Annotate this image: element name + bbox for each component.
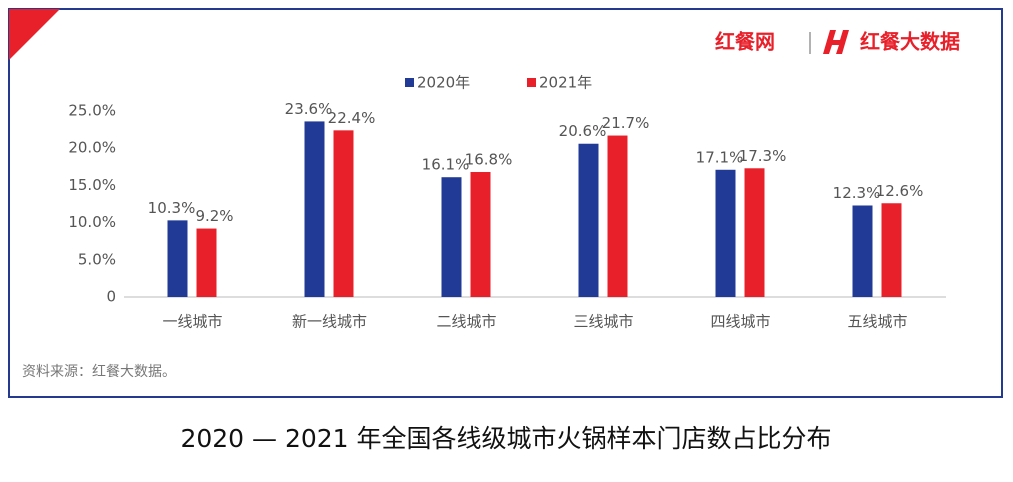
value-label: 16.8% <box>465 151 513 169</box>
y-tick-label: 10.0% <box>68 213 116 231</box>
y-tick-label: 15.0% <box>68 176 116 194</box>
bar <box>333 130 354 297</box>
value-label: 23.6% <box>285 100 333 118</box>
value-label: 12.6% <box>876 182 924 200</box>
bar <box>715 169 736 297</box>
value-label: 21.7% <box>602 114 650 132</box>
value-label: 16.1% <box>422 156 470 174</box>
x-tick-label: 新一线城市 <box>292 313 367 331</box>
x-tick-label: 一线城市 <box>162 313 222 331</box>
y-tick-label: 5.0% <box>78 250 116 268</box>
product-logo: 红餐大数据 <box>860 30 960 54</box>
legend-swatch <box>527 78 536 87</box>
bar <box>578 143 599 297</box>
value-label: 17.1% <box>696 148 744 166</box>
x-tick-label: 二线城市 <box>436 313 496 331</box>
bar <box>881 203 902 297</box>
bar <box>196 228 217 297</box>
x-tick-label: 三线城市 <box>573 313 633 331</box>
bar <box>744 168 765 297</box>
source-note: 资料来源：红餐大数据。 <box>22 364 176 380</box>
value-label: 12.3% <box>833 184 881 202</box>
brand-logo: 红餐网 <box>715 30 775 54</box>
bar <box>441 177 462 297</box>
y-tick-label: 25.0% <box>68 102 116 120</box>
value-label: 10.3% <box>148 199 196 217</box>
bar <box>304 121 325 297</box>
legend-label: 2020年 <box>417 74 470 92</box>
bar <box>852 205 873 297</box>
bar <box>167 220 188 297</box>
bar <box>470 172 491 297</box>
x-tick-label: 五线城市 <box>847 313 907 331</box>
legend-swatch <box>405 78 414 87</box>
product-icon <box>823 30 849 54</box>
frame <box>8 8 1003 398</box>
value-label: 17.3% <box>739 147 787 165</box>
search-icon <box>9 9 60 60</box>
value-label: 9.2% <box>195 207 233 225</box>
value-label: 22.4% <box>328 109 376 127</box>
y-tick-label: 20.0% <box>68 139 116 157</box>
bar <box>607 135 628 297</box>
legend-label: 2021年 <box>539 74 592 92</box>
y-tick-label: 0 <box>106 288 116 306</box>
chart-title: 2020 — 2021 年全国各线级城市火锅样本门店数占比分布 <box>180 424 831 453</box>
value-label: 20.6% <box>559 122 607 140</box>
x-tick-label: 四线城市 <box>710 313 770 331</box>
